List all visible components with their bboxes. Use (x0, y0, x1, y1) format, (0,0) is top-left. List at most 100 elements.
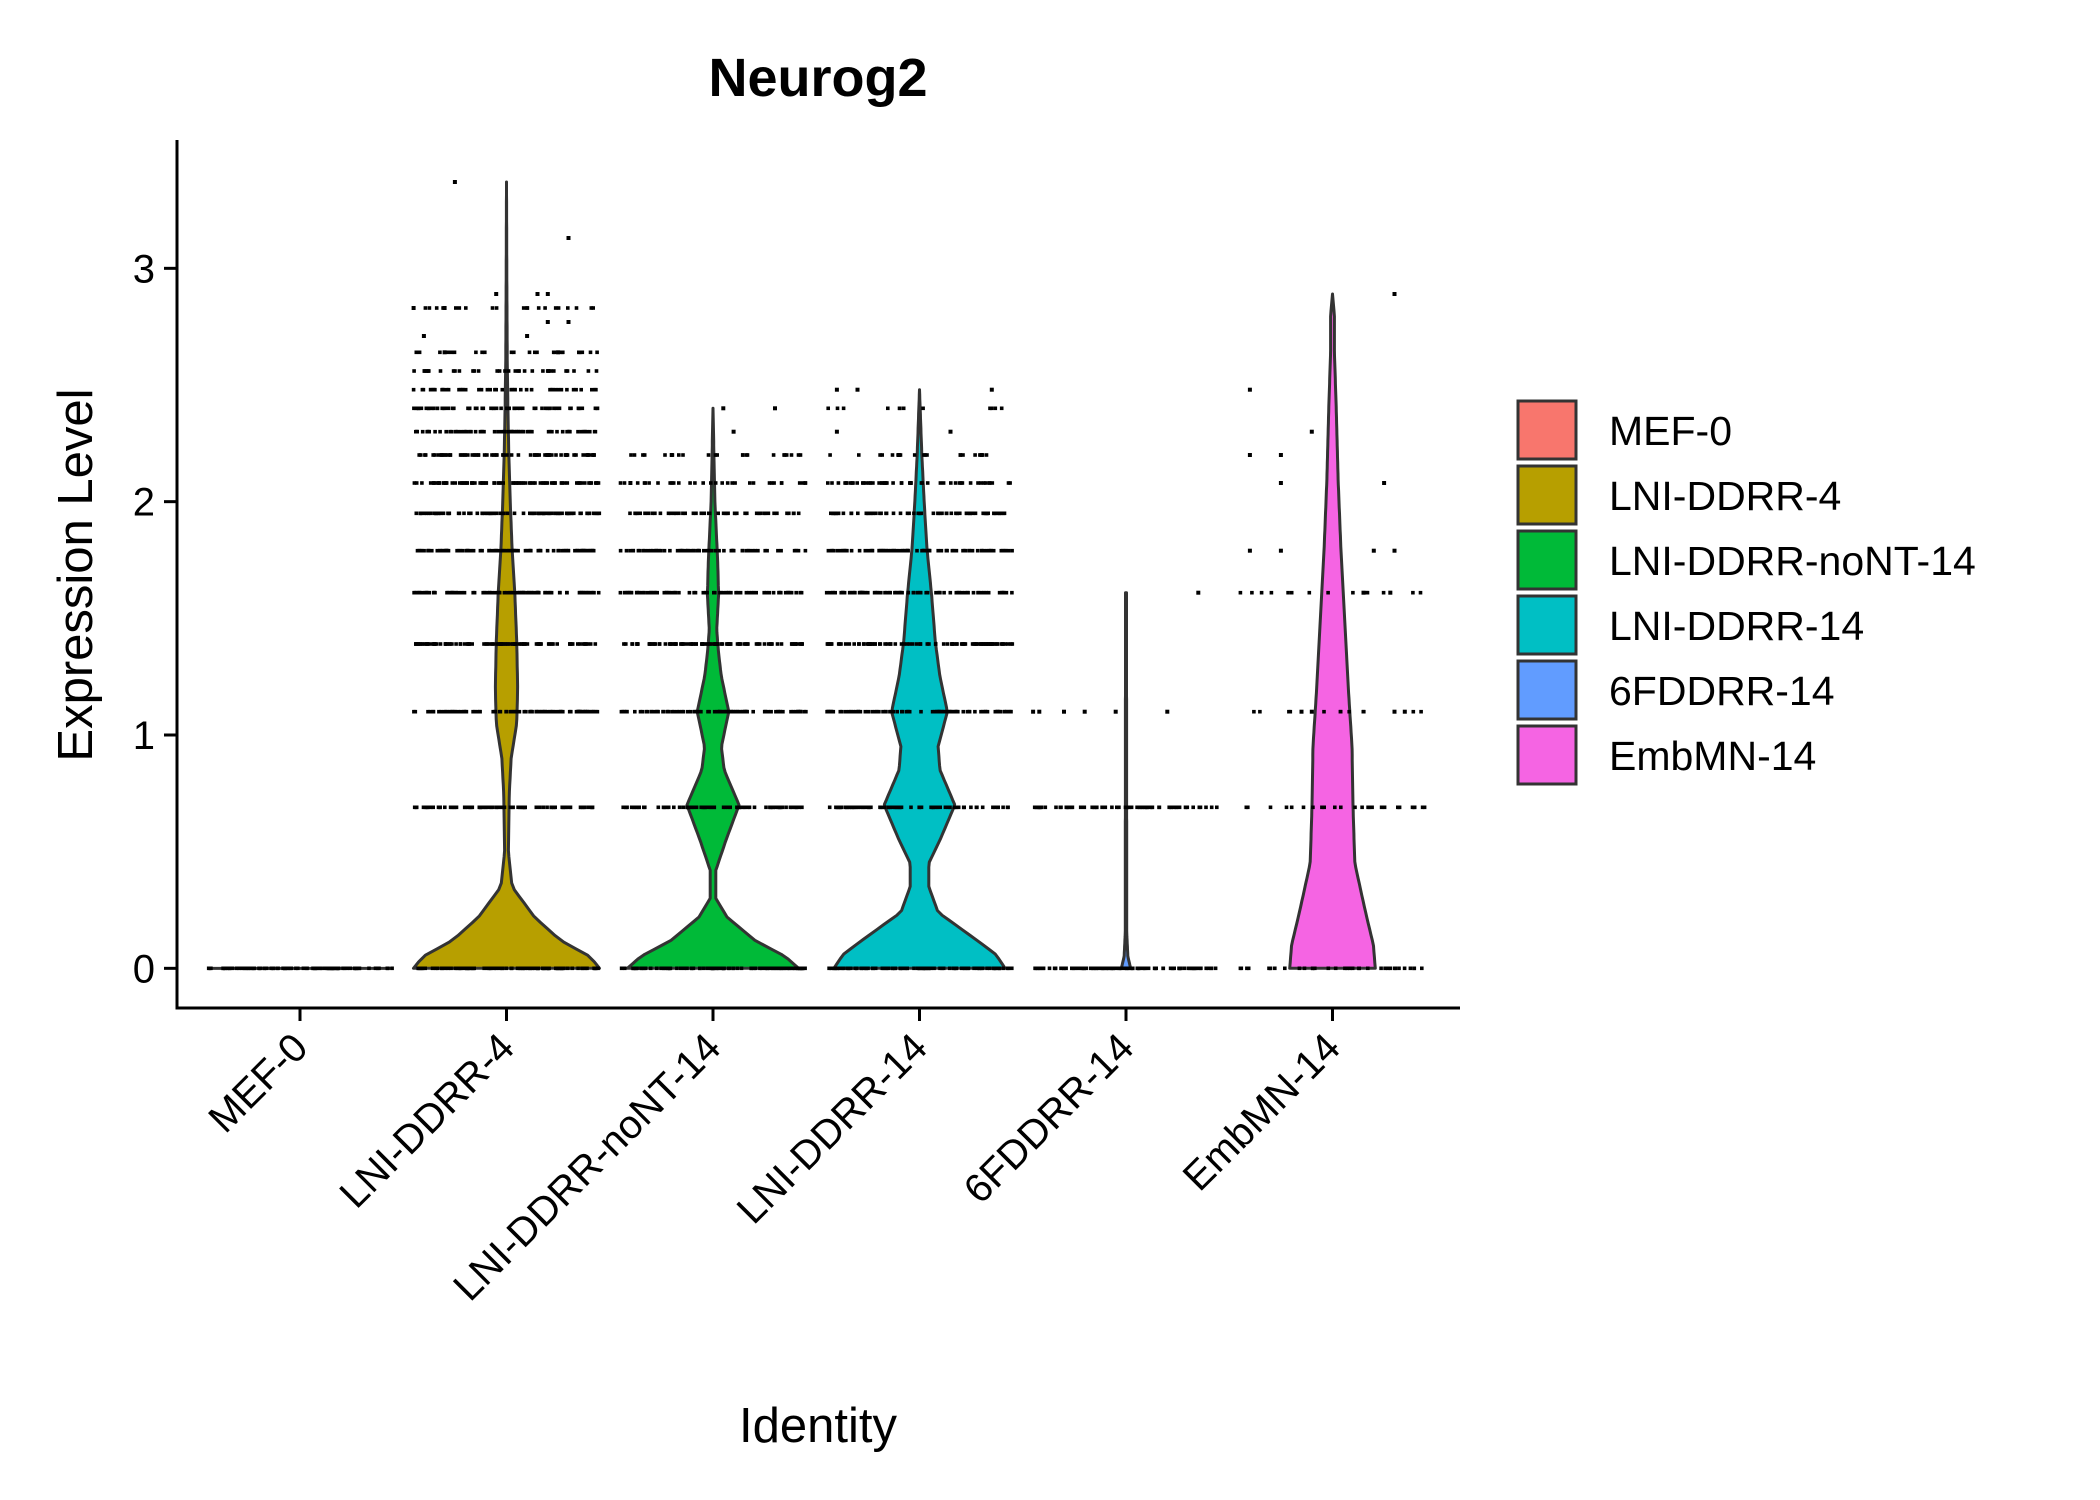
data-point (845, 966, 850, 971)
data-point (681, 642, 686, 646)
data-point (546, 511, 551, 516)
data-point (453, 481, 458, 485)
data-point (1307, 590, 1312, 595)
data-point (516, 453, 521, 457)
data-point (513, 481, 518, 485)
data-point (840, 590, 845, 595)
data-point (445, 387, 449, 392)
data-point (925, 453, 929, 457)
data-point (960, 481, 965, 485)
data-point (743, 709, 747, 714)
data-point (722, 590, 726, 595)
data-point (512, 511, 517, 516)
data-point (1174, 805, 1178, 810)
data-point (782, 453, 786, 457)
data-point (553, 306, 558, 310)
data-point (1168, 966, 1173, 971)
data-point (425, 805, 430, 810)
data-point (551, 548, 556, 553)
data-point (577, 709, 582, 714)
data-point (907, 642, 912, 646)
data-point (766, 709, 771, 714)
data-point (1283, 966, 1287, 971)
data-point (523, 481, 528, 485)
outlier-point (1392, 709, 1397, 714)
data-point (446, 406, 451, 411)
data-point (665, 709, 669, 714)
data-point (1258, 709, 1262, 714)
data-point (623, 966, 627, 971)
data-point (663, 453, 667, 457)
data-point (551, 387, 555, 392)
data-point (586, 369, 591, 373)
data-point (1010, 642, 1015, 646)
data-point (792, 966, 796, 971)
data-point (800, 805, 804, 810)
data-point (504, 966, 508, 971)
data-point (575, 548, 580, 553)
data-point (556, 511, 560, 516)
data-point (589, 306, 594, 310)
data-point (447, 590, 451, 595)
data-point (990, 481, 995, 485)
data-point (1422, 805, 1427, 810)
data-point (1326, 590, 1330, 595)
data-point (836, 642, 841, 646)
data-point (841, 548, 845, 553)
data-point (847, 642, 852, 646)
data-point (891, 481, 895, 485)
data-point (618, 548, 623, 553)
data-point (673, 642, 678, 646)
data-point (1084, 966, 1089, 971)
data-point (936, 511, 940, 516)
data-point (1117, 805, 1121, 810)
data-point (743, 511, 747, 516)
data-point (649, 642, 654, 646)
data-point (528, 966, 533, 971)
data-point (648, 642, 652, 646)
data-point (281, 966, 285, 971)
data-point (1059, 805, 1063, 810)
data-point (691, 548, 696, 553)
data-point (954, 548, 959, 553)
data-point (738, 805, 743, 810)
data-point (230, 966, 235, 971)
data-point (1109, 966, 1113, 971)
data-point (294, 966, 298, 971)
data-point (555, 642, 559, 646)
data-point (1364, 590, 1369, 595)
data-point (516, 548, 520, 553)
data-point (1172, 805, 1176, 810)
data-point (880, 548, 885, 553)
data-point (735, 709, 740, 714)
data-point (693, 590, 698, 595)
data-point (985, 709, 990, 714)
data-point (866, 709, 871, 714)
data-point (677, 511, 681, 516)
data-point (998, 511, 1002, 516)
data-point (569, 406, 573, 411)
data-point (681, 709, 686, 714)
data-point (657, 548, 661, 553)
data-point (890, 966, 895, 971)
data-point (250, 966, 255, 971)
data-point (435, 966, 440, 971)
data-point (415, 548, 420, 553)
data-point (976, 590, 980, 595)
legend: MEF-0 LNI-DDRR-4 LNI-DDRR-noNT-14 LNI-DDRR-… (1516, 399, 1976, 786)
data-point (1393, 966, 1398, 971)
outlier-point (773, 406, 777, 411)
data-point (557, 406, 562, 411)
data-point (548, 387, 552, 392)
data-point (722, 548, 726, 553)
data-point (499, 481, 504, 485)
data-point (718, 709, 722, 714)
data-point (766, 642, 771, 646)
data-point (656, 481, 660, 485)
data-point (518, 429, 523, 434)
data-point (1127, 805, 1132, 810)
data-point (912, 966, 916, 971)
data-point (988, 406, 992, 411)
data-point (593, 511, 597, 516)
data-point (949, 481, 953, 485)
